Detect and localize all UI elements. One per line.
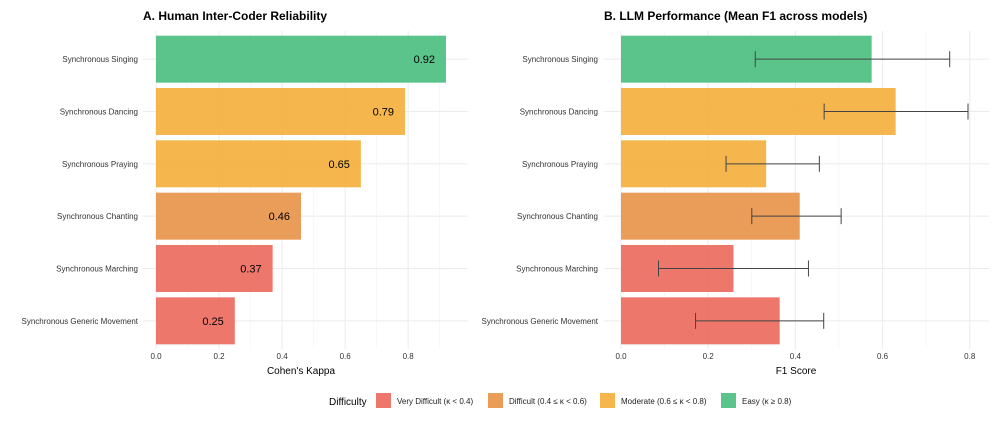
panel-a-x-tick-label: 0.6 bbox=[340, 352, 352, 361]
panel-a-category-label: Synchronous Praying bbox=[62, 160, 138, 169]
legend-label-very-difficult: Very Difficult (κ < 0.4) bbox=[397, 397, 473, 406]
panel-a-bar-value-label: 0.37 bbox=[240, 264, 261, 276]
panel-a-x-tick-label: 0.2 bbox=[213, 352, 225, 361]
panel-a-x-tick-label: 0.8 bbox=[403, 352, 415, 361]
panel-a-bar bbox=[156, 297, 235, 345]
panel-b-x-axis-label: F1 Score bbox=[776, 366, 817, 377]
legend-swatch-moderate bbox=[600, 393, 615, 408]
panel-b-category-label: Synchronous Praying bbox=[522, 160, 598, 169]
panel-a-x-tick-label: 0.4 bbox=[277, 352, 289, 361]
panel-b-category-label: Synchronous Dancing bbox=[520, 108, 598, 117]
panel-b-x-tick-label: 0.6 bbox=[877, 352, 889, 361]
panel-a-bar-value-label: 0.79 bbox=[373, 107, 394, 119]
panel-a-category-label: Synchronous Chanting bbox=[57, 212, 138, 221]
legend-swatch-difficult bbox=[488, 393, 503, 408]
panel-a-category-label: Synchronous Marching bbox=[56, 265, 138, 274]
panel-a-category-label: Synchronous Dancing bbox=[60, 108, 138, 117]
panel-a-bar bbox=[156, 140, 361, 188]
legend-label-easy: Easy (κ ≥ 0.8) bbox=[742, 397, 792, 406]
panel-a-bar-value-label: 0.46 bbox=[269, 211, 290, 223]
panel-b-x-tick-label: 0.4 bbox=[790, 352, 802, 361]
panel-a-x-axis-label: Cohen's Kappa bbox=[267, 366, 336, 377]
panel-a-bar bbox=[156, 245, 273, 292]
panel-a-bar bbox=[156, 192, 301, 240]
panel-a-category-label: Synchronous Singing bbox=[62, 55, 138, 64]
panel-a-category-label: Synchronous Generic Movement bbox=[22, 317, 139, 326]
panel-b: Synchronous Singing Synchronous Dancing Sy… bbox=[482, 31, 989, 361]
panel-a-bar-value-label: 0.92 bbox=[414, 54, 435, 66]
panel-a-bar bbox=[156, 88, 406, 135]
legend-label-moderate: Moderate (0.6 ≤ κ < 0.8) bbox=[621, 397, 707, 406]
legend-label-difficult: Difficult (0.4 ≤ κ < 0.6) bbox=[509, 397, 587, 406]
panel-b-x-tick-label: 0.0 bbox=[615, 352, 627, 361]
legend: Difficulty Very Difficult (κ < 0.4) Diffi… bbox=[329, 393, 792, 408]
panel-a-bar bbox=[156, 35, 446, 83]
panel-a-x-tick-label: 0.0 bbox=[150, 352, 162, 361]
legend-title: Difficulty bbox=[329, 397, 367, 408]
panel-b-category-label: Synchronous Marching bbox=[516, 265, 598, 274]
legend-swatch-easy bbox=[721, 393, 736, 408]
panel-b-category-label: Synchronous Singing bbox=[522, 55, 598, 64]
panel-b-x-tick-label: 0.8 bbox=[964, 352, 976, 361]
panel-a: Synchronous Singing 0.92 Synchronous Danci… bbox=[22, 31, 468, 361]
panel-b-category-label: Synchronous Generic Movement bbox=[482, 317, 599, 326]
panel-a-title: A. Human Inter-Coder Reliability bbox=[143, 9, 327, 23]
panel-b-x-tick-label: 0.2 bbox=[703, 352, 715, 361]
panel-a-bar-value-label: 0.65 bbox=[328, 159, 349, 171]
panel-b-category-label: Synchronous Chanting bbox=[517, 212, 598, 221]
legend-swatch-very-difficult bbox=[376, 393, 391, 408]
panel-b-title: B. LLM Performance (Mean F1 across model… bbox=[604, 9, 867, 23]
panel-a-bar-value-label: 0.25 bbox=[202, 316, 223, 328]
